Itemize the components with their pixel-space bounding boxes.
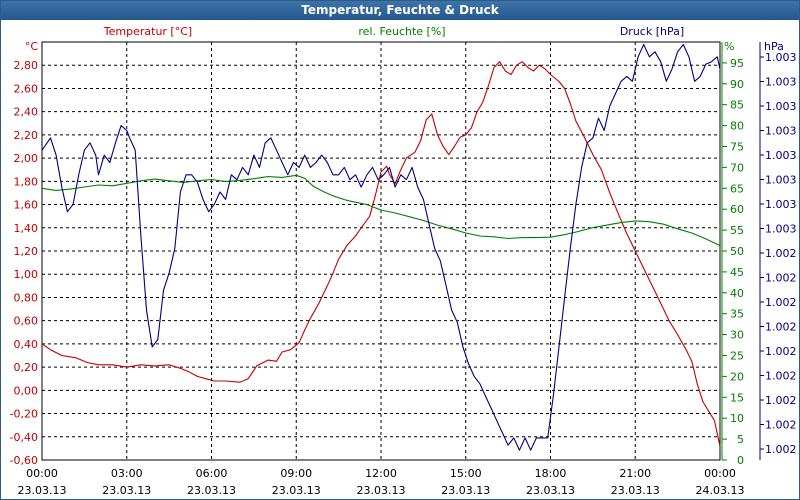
- temp-tick-label: 1,40: [14, 222, 39, 235]
- pressure-tick-label: 1.002: [765, 272, 797, 285]
- temp-unit-label: °C: [25, 40, 39, 53]
- pressure-tick-label: 1.003: [765, 100, 797, 113]
- temp-tick-label: 0,00: [14, 384, 39, 397]
- temp-tick-label: 2,00: [14, 152, 39, 165]
- humidity-tick-label: 10: [730, 412, 744, 425]
- pressure-unit-label: hPa: [764, 40, 784, 53]
- humidity-tick-label: 25: [730, 350, 744, 363]
- humidity-tick-label: 60: [730, 203, 744, 216]
- temp-tick-label: 1,20: [14, 245, 39, 258]
- x-tick-date: 23.03.13: [357, 484, 406, 497]
- x-tick-time: 00:00: [26, 467, 58, 480]
- humidity-tick-label: 20: [730, 370, 744, 383]
- temp-tick-label: -0,40: [10, 431, 38, 444]
- pressure-tick-label: 1.002: [765, 443, 797, 456]
- pressure-tick-label: 1.003: [765, 198, 797, 211]
- humidity-tick-label: 0: [737, 454, 744, 467]
- pressure-axis-title: Druck [hPa]: [620, 25, 684, 38]
- x-tick-time: 15:00: [450, 467, 482, 480]
- chart-title: Temperatur, Feuchte & Druck: [301, 3, 499, 17]
- pressure-tick-label: 1.002: [765, 296, 797, 309]
- pressure-tick-label: 1.003: [765, 51, 797, 64]
- humidity-tick-label: 95: [730, 57, 744, 70]
- x-tick-time: 09:00: [280, 467, 312, 480]
- humidity-tick-label: 70: [730, 161, 744, 174]
- temp-tick-label: -0,20: [10, 408, 38, 421]
- x-tick-time: 03:00: [111, 467, 143, 480]
- pressure-tick-label: 1.002: [765, 247, 797, 260]
- pressure-tick-label: 1.003: [765, 76, 797, 89]
- humidity-tick-label: 35: [730, 308, 744, 321]
- x-tick-date: 23.03.13: [526, 484, 575, 497]
- pressure-tick-label: 1.002: [765, 345, 797, 358]
- temp-tick-label: 2,20: [14, 129, 39, 142]
- humidity-tick-label: 40: [730, 287, 744, 300]
- x-tick-date: 23.03.13: [441, 484, 490, 497]
- x-tick-time: 21:00: [619, 467, 651, 480]
- x-tick-time: 18:00: [535, 467, 567, 480]
- pressure-tick-label: 1.002: [765, 394, 797, 407]
- pressure-tick-label: 1.003: [765, 174, 797, 187]
- x-tick-date: 23.03.13: [187, 484, 236, 497]
- temp-tick-label: 0,80: [14, 291, 39, 304]
- humidity-unit-label: %: [724, 40, 734, 53]
- humidity-tick-label: 65: [730, 182, 744, 195]
- x-tick-date: 23.03.13: [611, 484, 660, 497]
- temp-tick-label: 2,60: [14, 82, 39, 95]
- x-tick-date: 23.03.13: [272, 484, 321, 497]
- humidity-line: [41, 174, 721, 247]
- humidity-tick-label: 85: [730, 99, 744, 112]
- pressure-line: [41, 43, 721, 451]
- humidity-tick-label: 80: [730, 120, 744, 133]
- temperature-line: [41, 61, 721, 447]
- temp-tick-label: 2,40: [14, 106, 39, 119]
- pressure-tick-label: 1.002: [765, 370, 797, 383]
- title-bar: Temperatur, Feuchte & Druck: [1, 1, 799, 20]
- humidity-axis-title: rel. Feuchte [%]: [358, 25, 445, 38]
- humidity-tick-label: 55: [730, 224, 744, 237]
- temp-tick-label: -0,60: [10, 454, 38, 467]
- x-tick-time: 06:00: [196, 467, 228, 480]
- temp-tick-label: 1,60: [14, 199, 39, 212]
- temp-tick-label: 0,40: [14, 338, 39, 351]
- humidity-tick-label: 15: [730, 391, 744, 404]
- temp-axis-title: Temperatur [°C]: [103, 25, 192, 38]
- pressure-tick-label: 1.002: [765, 321, 797, 334]
- humidity-tick-label: 50: [730, 245, 744, 258]
- pressure-tick-label: 1.003: [765, 149, 797, 162]
- x-tick-date: 23.03.13: [102, 484, 151, 497]
- temp-tick-label: 2,80: [14, 59, 39, 72]
- temp-tick-label: 1,80: [14, 175, 39, 188]
- x-tick-date: 24.03.13: [696, 484, 745, 497]
- x-tick-date: 23.03.13: [18, 484, 67, 497]
- humidity-tick-label: 75: [730, 141, 744, 154]
- temp-tick-label: 0,60: [14, 315, 39, 328]
- x-tick-time: 12:00: [365, 467, 397, 480]
- x-tick-time: 00:00: [704, 467, 736, 480]
- pressure-tick-label: 1.002: [765, 419, 797, 432]
- temp-tick-label: 0,20: [14, 361, 39, 374]
- temp-tick-label: 1,00: [14, 268, 39, 281]
- humidity-tick-label: 45: [730, 266, 744, 279]
- humidity-tick-label: 30: [730, 329, 744, 342]
- humidity-tick-label: 90: [730, 78, 744, 91]
- pressure-tick-label: 1.003: [765, 125, 797, 138]
- pressure-tick-label: 1.003: [765, 223, 797, 236]
- humidity-tick-label: 5: [737, 433, 744, 446]
